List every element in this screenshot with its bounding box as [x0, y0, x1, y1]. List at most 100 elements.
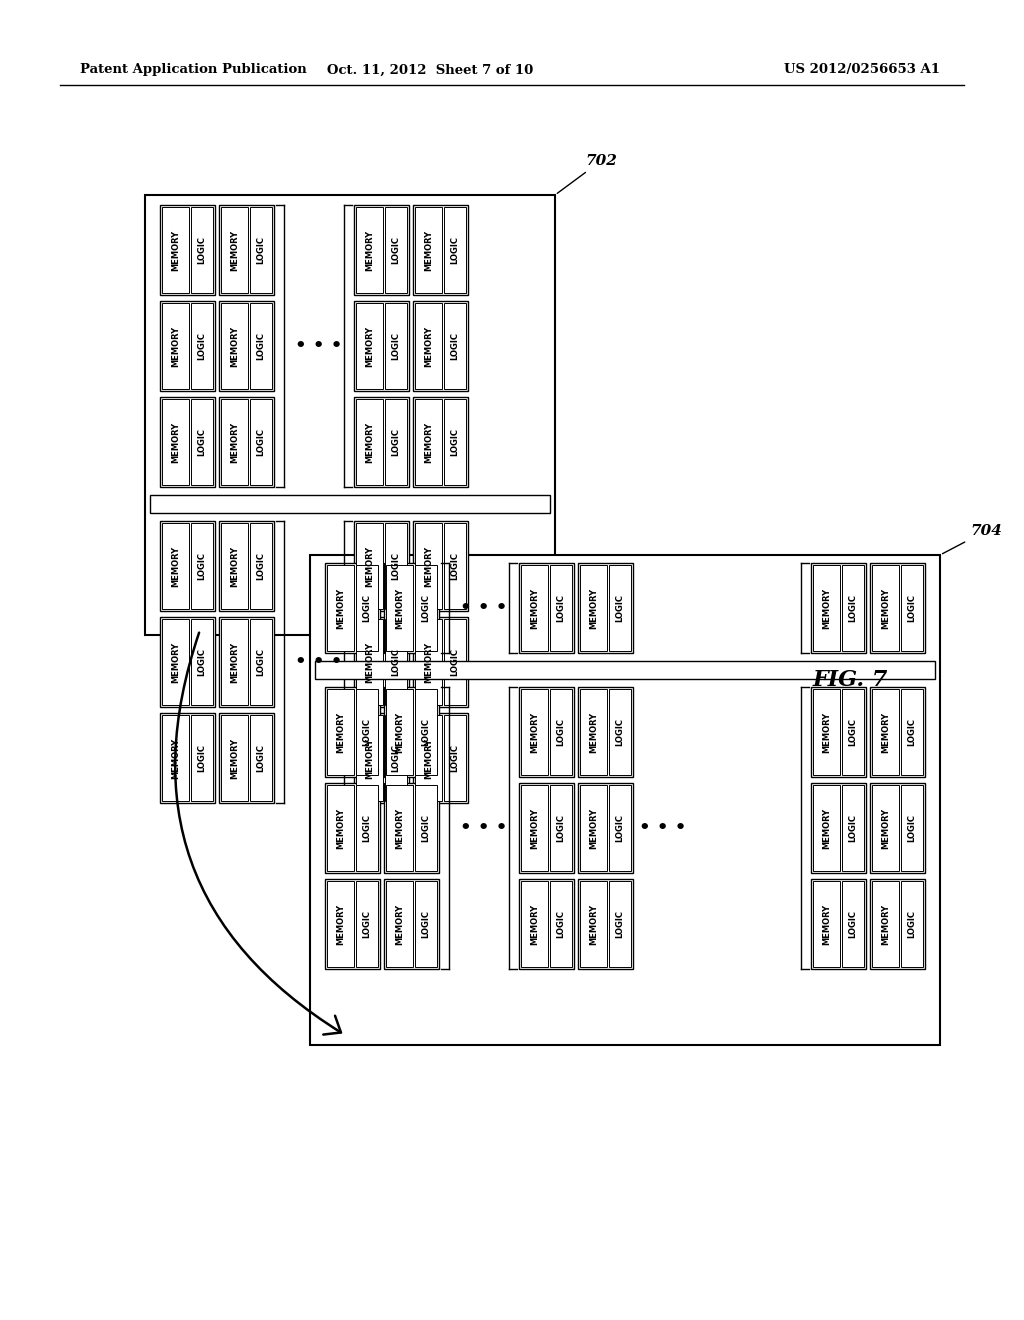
Bar [327, 880, 353, 968]
Bar [415, 689, 437, 775]
Bar [354, 713, 409, 803]
Bar [221, 304, 248, 389]
Text: MEMORY: MEMORY [822, 587, 830, 628]
Bar [872, 785, 899, 871]
Bar [521, 565, 548, 651]
Text: LOGIC: LOGIC [362, 718, 372, 746]
Bar [413, 521, 468, 611]
Bar [250, 304, 272, 389]
Text: MEMORY: MEMORY [171, 421, 180, 462]
Bar [250, 523, 272, 609]
Bar [160, 397, 215, 487]
Bar [355, 565, 378, 651]
Bar [190, 399, 213, 484]
Bar [413, 301, 468, 391]
Text: LOGIC: LOGIC [391, 648, 400, 676]
Text: LOGIC: LOGIC [848, 718, 857, 746]
Bar [354, 397, 409, 487]
Bar [443, 304, 466, 389]
Text: LOGIC: LOGIC [198, 552, 206, 579]
Bar [160, 713, 215, 803]
Bar [190, 523, 213, 609]
Bar [356, 207, 383, 293]
Text: LOGIC: LOGIC [556, 909, 565, 939]
Text: LOGIC: LOGIC [421, 909, 430, 939]
Bar [580, 565, 606, 651]
Bar [608, 565, 631, 651]
Bar [356, 304, 383, 389]
Text: MEMORY: MEMORY [365, 326, 374, 367]
Bar [250, 207, 272, 293]
Bar [870, 564, 925, 653]
Text: FIG. 7: FIG. 7 [812, 669, 888, 690]
Text: LOGIC: LOGIC [556, 594, 565, 622]
Text: Patent Application Publication: Patent Application Publication [80, 63, 307, 77]
Text: • • •: • • • [295, 653, 343, 671]
Bar [219, 301, 274, 391]
Text: MEMORY: MEMORY [229, 230, 239, 271]
Bar [221, 207, 248, 293]
Bar [354, 301, 409, 391]
Bar [190, 715, 213, 801]
Text: • • •: • • • [461, 818, 508, 837]
Text: LOGIC: LOGIC [391, 236, 400, 264]
Text: MEMORY: MEMORY [229, 326, 239, 367]
Text: MEMORY: MEMORY [336, 587, 345, 628]
Bar [162, 399, 188, 484]
Text: 702: 702 [557, 154, 616, 193]
Bar [415, 619, 441, 705]
Text: MEMORY: MEMORY [589, 587, 598, 628]
Bar [162, 715, 188, 801]
Bar [413, 616, 468, 708]
Bar [190, 619, 213, 705]
Text: LOGIC: LOGIC [451, 744, 460, 772]
Text: LOGIC: LOGIC [362, 594, 372, 622]
Bar [327, 565, 353, 651]
Bar [354, 616, 409, 708]
Text: LOGIC: LOGIC [256, 333, 265, 360]
Text: MEMORY: MEMORY [529, 711, 539, 752]
Bar [580, 689, 606, 775]
Bar [221, 399, 248, 484]
Text: • • •: • • • [461, 599, 508, 616]
Text: LOGIC: LOGIC [198, 236, 206, 264]
Bar [813, 689, 840, 775]
Text: LOGIC: LOGIC [556, 814, 565, 842]
Bar [521, 689, 548, 775]
Text: LOGIC: LOGIC [391, 333, 400, 360]
Bar [325, 686, 380, 777]
Text: LOGIC: LOGIC [198, 744, 206, 772]
Text: MEMORY: MEMORY [589, 808, 598, 849]
Bar [219, 521, 274, 611]
Bar [325, 783, 380, 873]
Bar [221, 523, 248, 609]
Text: LOGIC: LOGIC [362, 814, 372, 842]
Bar [413, 397, 468, 487]
Bar [580, 880, 606, 968]
Text: LOGIC: LOGIC [451, 428, 460, 455]
Bar [356, 715, 383, 801]
Text: LOGIC: LOGIC [421, 718, 430, 746]
Bar [872, 689, 899, 775]
Text: MEMORY: MEMORY [171, 326, 180, 367]
Text: LOGIC: LOGIC [198, 648, 206, 676]
Bar [385, 399, 407, 484]
Text: LOGIC: LOGIC [451, 648, 460, 676]
Text: MEMORY: MEMORY [229, 421, 239, 462]
Bar [325, 879, 380, 969]
Bar [443, 523, 466, 609]
Bar [872, 565, 899, 651]
Bar [384, 783, 439, 873]
Bar [415, 880, 437, 968]
Bar [550, 565, 572, 651]
Text: • • •: • • • [639, 818, 687, 837]
Bar [160, 205, 215, 294]
Bar [385, 207, 407, 293]
Bar [385, 619, 407, 705]
Bar [578, 686, 633, 777]
Text: LOGIC: LOGIC [451, 333, 460, 360]
Bar [150, 495, 550, 513]
Text: MEMORY: MEMORY [365, 421, 374, 462]
Text: LOGIC: LOGIC [451, 236, 460, 264]
Bar [415, 785, 437, 871]
